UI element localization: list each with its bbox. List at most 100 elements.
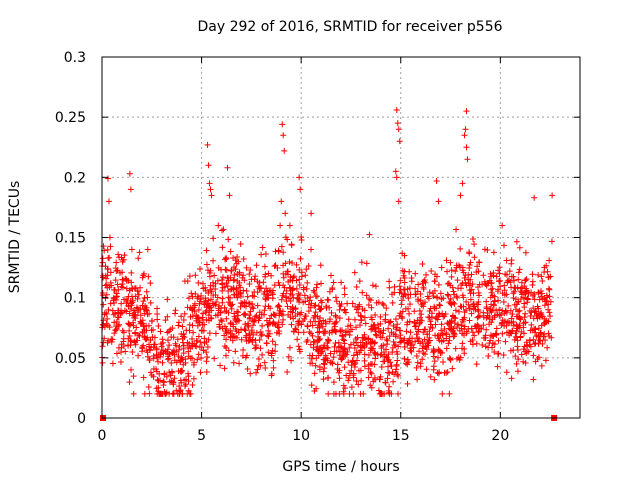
- data-point: [467, 290, 474, 297]
- data-point: [288, 321, 295, 328]
- data-point: [294, 295, 301, 302]
- data-point: [257, 329, 264, 336]
- data-point: [520, 330, 527, 337]
- data-point: [329, 286, 336, 293]
- data-point: [160, 378, 167, 385]
- data-point: [357, 390, 364, 397]
- data-point: [400, 272, 407, 279]
- data-point: [265, 303, 272, 310]
- data-point: [480, 322, 487, 329]
- data-point: [158, 343, 165, 350]
- data-point: [211, 272, 218, 279]
- data-point: [438, 327, 445, 334]
- data-point: [252, 313, 259, 320]
- data-point: [284, 369, 291, 376]
- data-point: [295, 320, 302, 327]
- data-point: [339, 333, 346, 340]
- data-point: [372, 376, 379, 383]
- data-point: [426, 337, 433, 344]
- data-point: [123, 276, 130, 283]
- data-point: [516, 266, 523, 273]
- data-point: [398, 301, 405, 308]
- data-point: [514, 343, 521, 350]
- data-point: [194, 322, 201, 329]
- data-point: [269, 320, 276, 327]
- data-point: [301, 292, 308, 299]
- data-point: [439, 310, 446, 317]
- data-point: [165, 328, 172, 335]
- data-point-spike: [297, 186, 304, 193]
- x-tick-label: 15: [392, 428, 410, 444]
- data-point: [535, 325, 542, 332]
- data-point: [324, 357, 331, 364]
- data-point: [171, 375, 178, 382]
- data-point: [524, 295, 531, 302]
- data-point: [409, 335, 416, 342]
- data-point: [434, 369, 441, 376]
- data-point: [272, 312, 279, 319]
- data-point: [113, 296, 120, 303]
- data-point: [147, 299, 154, 306]
- data-point: [527, 327, 534, 334]
- data-point: [155, 322, 162, 329]
- data-point: [286, 258, 293, 265]
- data-point: [469, 337, 476, 344]
- data-point: [168, 377, 175, 384]
- data-point: [424, 340, 431, 347]
- data-point: [120, 342, 127, 349]
- data-point: [216, 321, 223, 328]
- data-point: [189, 382, 196, 389]
- data-point: [134, 305, 141, 312]
- data-point: [281, 284, 288, 291]
- data-point: [140, 374, 147, 381]
- data-point: [275, 302, 282, 309]
- data-point: [175, 353, 182, 360]
- data-point: [223, 308, 230, 315]
- data-point: [346, 328, 353, 335]
- data-point: [203, 368, 210, 375]
- data-point: [367, 347, 374, 354]
- data-point: [310, 339, 317, 346]
- data-point: [178, 313, 185, 320]
- data-point: [221, 332, 228, 339]
- data-point: [517, 285, 524, 292]
- data-point: [244, 322, 251, 329]
- data-point: [397, 310, 404, 317]
- data-point: [134, 295, 141, 302]
- data-point: [523, 276, 530, 283]
- data-point: [434, 294, 441, 301]
- data-point: [283, 294, 290, 301]
- data-point: [393, 366, 400, 373]
- data-point: [269, 347, 276, 354]
- data-point: [342, 352, 349, 359]
- data-point: [308, 382, 315, 389]
- data-point: [457, 303, 464, 310]
- data-point: [154, 390, 161, 397]
- data-point: [495, 350, 502, 357]
- data-point: [344, 300, 351, 307]
- data-point-spike: [395, 198, 402, 205]
- data-point: [438, 264, 445, 271]
- data-point: [457, 245, 464, 252]
- data-point: [534, 315, 541, 322]
- data-point: [242, 312, 249, 319]
- data-point: [518, 291, 525, 298]
- data-point: [154, 316, 161, 323]
- data-point: [185, 373, 192, 380]
- data-point: [307, 294, 314, 301]
- data-point: [327, 350, 334, 357]
- data-point: [237, 241, 244, 248]
- data-point: [444, 268, 451, 275]
- data-point: [180, 317, 187, 324]
- data-point: [373, 299, 380, 306]
- data-point: [192, 290, 199, 297]
- data-point: [365, 361, 372, 368]
- data-point: [546, 309, 553, 316]
- data-point: [494, 363, 501, 370]
- data-point: [234, 294, 241, 301]
- data-point: [235, 309, 242, 316]
- data-point: [318, 349, 325, 356]
- data-point: [365, 352, 372, 359]
